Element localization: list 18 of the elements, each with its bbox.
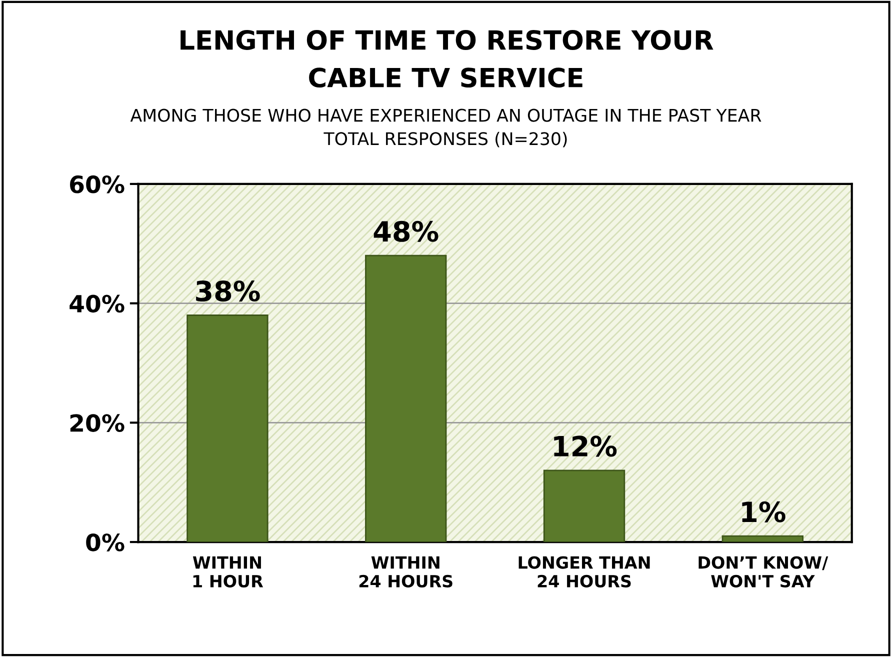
x-tick-label: WITHIN 1 HOUR [192, 556, 264, 588]
y-tick-label: 40% [70, 294, 124, 313]
data-label: 12% [554, 436, 617, 457]
data-label: 48% [374, 220, 438, 242]
bar [186, 314, 268, 542]
chart-title: LENGTH OF TIME TO RESTORE YOUR CABLE TV SERVICE [180, 30, 714, 88]
chart-subtitle: AMONG THOSE WHO HAVE EXPERIENCED AN OUTAGE IN THE PAST YEAR TOTAL RESPONSES (N=230) [130, 108, 762, 148]
x-tick-label: WITHIN 24 HOURS [359, 556, 452, 588]
x-tick-label: LONGER THAN 24 HOURS [518, 556, 650, 588]
y-tick-label: 60% [70, 175, 124, 194]
y-tick-label: 0% [86, 533, 124, 552]
data-label: 1% [742, 501, 786, 522]
bar [365, 254, 447, 542]
bar [722, 535, 804, 542]
data-label: 38% [196, 280, 260, 302]
bar [543, 470, 626, 542]
y-tick-label: 20% [70, 414, 124, 432]
x-tick-label: DON’T KNOW/ WON'T SAY [698, 556, 828, 588]
